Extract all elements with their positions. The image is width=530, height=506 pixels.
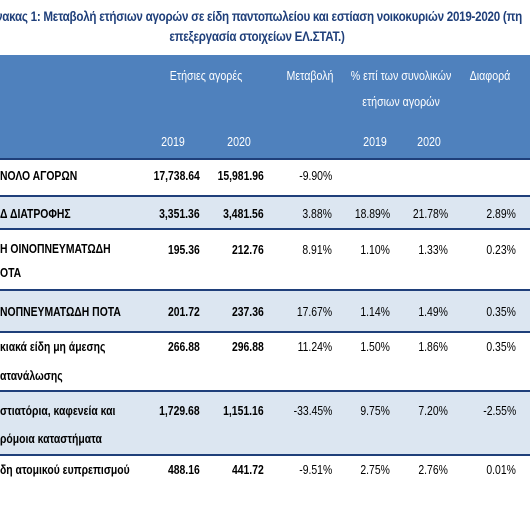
header-annual-purchases: Ετήσιες αγορές: [169, 68, 243, 83]
share-2020: 7.20%: [418, 403, 449, 418]
table-header-years: 2019 2020 2019 2020: [0, 120, 530, 158]
value-2020: 296.88: [232, 339, 264, 354]
header-change: Μεταβολή: [286, 68, 334, 83]
table-row: στιατόρια, καφενεία και ρόμοια καταστήμα…: [0, 390, 530, 456]
header-share-line-2: ετήσιων αγορών: [362, 94, 440, 109]
header-share-2019: 2019: [363, 134, 387, 149]
row-label-continued: ρόμοια καταστήματα: [0, 431, 102, 446]
share-2020: 21.78%: [412, 206, 448, 221]
row-label: ΝΟΛΟ ΑΓΟΡΩΝ: [0, 168, 78, 183]
change-value: 11.24%: [297, 339, 332, 354]
header-year-2020: 2020: [227, 134, 251, 149]
row-label: κιακά είδη μη άμεσης: [0, 339, 106, 354]
value-2019: 266.88: [168, 339, 200, 354]
value-2019: 195.36: [168, 242, 200, 257]
difference-value: 0.35%: [486, 304, 517, 319]
table-row: ΝΟΛΟ ΑΓΟΡΩΝ 17,738.64 15,981.96 -9.90%: [0, 158, 530, 197]
row-label: στιατόρια, καφενεία και: [0, 403, 116, 418]
table-row: ΝΟΠΝΕΥΜΑΤΩΔΗ ΠΟΤΑ 201.72 237.36 17.67% 1…: [0, 289, 530, 333]
row-label-continued: ΟΤΑ: [0, 265, 22, 280]
row-label: Η ΟΙΝΟΠΝΕΥΜΑΤΩΔΗ: [0, 241, 111, 256]
difference-value: -2.55%: [483, 403, 516, 418]
difference-value: 0.01%: [486, 462, 517, 477]
value-2019: 201.72: [168, 304, 200, 319]
value-2020: 15,981.96: [217, 168, 264, 183]
value-2019: 1,729.68: [159, 403, 200, 418]
value-2020: 441.72: [232, 462, 264, 477]
title-line-2: επεξεργασία στοιχείων ΕΛ.ΣΤΑΤ.): [169, 29, 345, 44]
row-label: ΝΟΠΝΕΥΜΑΤΩΔΗ ΠΟΤΑ: [0, 304, 121, 319]
value-2019: 17,738.64: [153, 168, 200, 183]
row-label-continued: ατανάλωσης: [0, 368, 63, 383]
difference-value: 0.23%: [486, 242, 517, 257]
change-value: -9.51%: [299, 462, 332, 477]
change-value: 17.67%: [296, 304, 332, 319]
header-share-line-1: % επί των συνολικών: [350, 68, 452, 83]
table-header: Ετήσιες αγορές Μεταβολή % επί των συνολι…: [0, 55, 530, 120]
share-2020: 1.49%: [418, 304, 449, 319]
share-2019: 9.75%: [360, 403, 391, 418]
header-difference: Διαφορά: [469, 68, 511, 83]
value-2020: 212.76: [232, 242, 264, 257]
title-line-1: ίνακας 1: Μεταβολή ετήσιων αγορών σε είδ…: [0, 9, 522, 24]
share-2019: 1.14%: [360, 304, 391, 319]
change-value: 3.88%: [302, 206, 333, 221]
table-row: Δ ΔΙΑΤΡΟΦΗΣ 3,351.36 3,481.56 3.88% 18.8…: [0, 195, 530, 230]
share-2019: 18.89%: [354, 206, 390, 221]
row-label: Δ ΔΙΑΤΡΟΦΗΣ: [0, 206, 71, 221]
difference-value: 0.35%: [486, 339, 517, 354]
value-2020: 237.36: [232, 304, 264, 319]
table-row: δη ατομικού ευπρεπισμού 488.16 441.72 -9…: [0, 454, 530, 506]
value-2020: 1,151.16: [223, 403, 264, 418]
value-2019: 488.16: [168, 462, 200, 477]
header-year-2019: 2019: [161, 134, 185, 149]
difference-value: 2.89%: [486, 206, 517, 221]
change-value: -33.45%: [293, 403, 332, 418]
table-row: κιακά είδη μη άμεσης ατανάλωσης 266.88 2…: [0, 331, 530, 392]
change-value: -9.90%: [299, 168, 332, 183]
table-row: Η ΟΙΝΟΠΝΕΥΜΑΤΩΔΗ ΟΤΑ 195.36 212.76 8.91%…: [0, 228, 530, 291]
share-2019: 1.50%: [360, 339, 391, 354]
share-2019: 1.10%: [360, 242, 391, 257]
value-2020: 3,481.56: [223, 206, 264, 221]
row-label: δη ατομικού ευπρεπισμού: [0, 462, 130, 477]
share-2020: 1.86%: [418, 339, 449, 354]
share-2020: 1.33%: [418, 242, 449, 257]
change-value: 8.91%: [302, 242, 333, 257]
header-share-2020: 2020: [417, 134, 441, 149]
value-2019: 3,351.36: [159, 206, 200, 221]
share-2020: 2.76%: [418, 462, 449, 477]
share-2019: 2.75%: [360, 462, 391, 477]
